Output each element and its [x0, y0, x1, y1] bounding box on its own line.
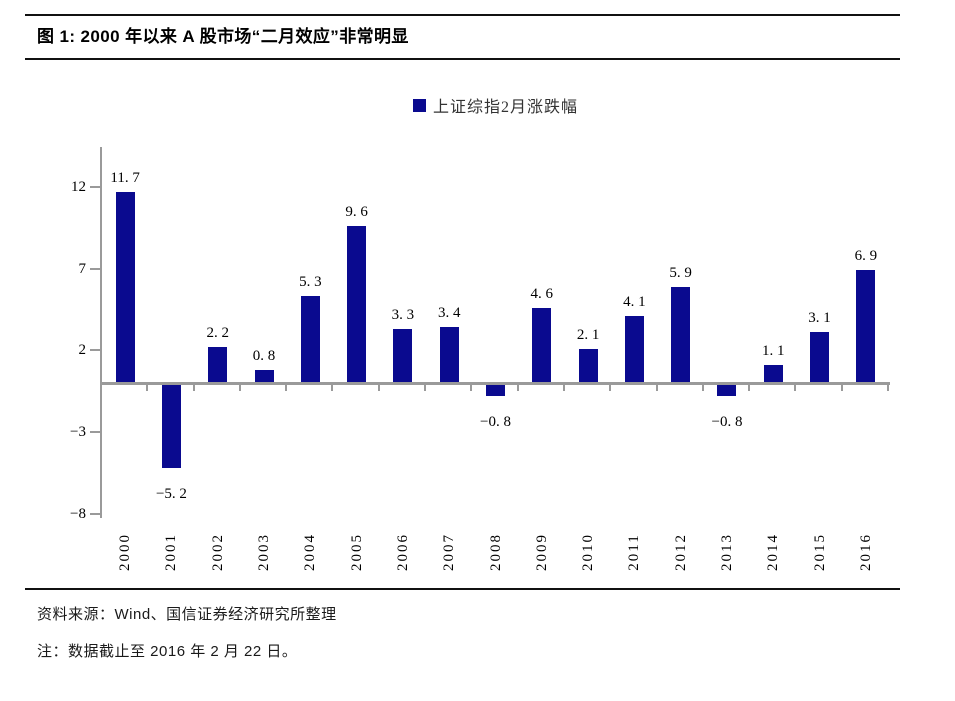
x-category-label: 2011 — [626, 533, 643, 571]
title-top-rule — [25, 14, 900, 16]
x-category-label: 2012 — [672, 533, 689, 571]
x-category-label: 2015 — [811, 533, 828, 571]
bar — [763, 365, 783, 383]
bar-value-label: 0. 8 — [252, 347, 276, 364]
data-cutoff-note: 注：数据截止至 2016 年 2 月 22 日。 — [37, 643, 298, 660]
x-tick — [146, 383, 149, 391]
bar-value-label: −0. 8 — [711, 414, 743, 431]
x-axis-zero-line — [100, 382, 890, 385]
y-tick-label: 12 — [71, 178, 86, 195]
bar-value-label: 2. 2 — [206, 325, 229, 342]
bar-value-label: 4. 1 — [623, 293, 646, 310]
bar — [624, 315, 644, 383]
bar — [532, 307, 552, 383]
x-tick — [470, 383, 473, 391]
x-tick — [701, 383, 704, 391]
bar — [439, 327, 459, 383]
x-category-label: 2006 — [394, 533, 411, 571]
bar — [671, 286, 691, 383]
figure-title: 图 1: 2000 年以来 A 股市场“二月效应”非常明显 — [37, 27, 409, 46]
y-tick — [90, 185, 101, 188]
bar-value-label: 6. 9 — [854, 248, 878, 265]
bar — [717, 383, 737, 397]
bar — [115, 191, 135, 383]
x-tick — [609, 383, 612, 391]
footer-top-rule — [25, 588, 900, 590]
y-tick-label: 2 — [78, 342, 87, 359]
bar-value-label: 5. 9 — [669, 264, 692, 281]
chart-legend: 上证综指2月涨跌幅 — [102, 96, 889, 116]
x-tick — [424, 383, 427, 391]
bar-value-label: 2. 1 — [576, 326, 600, 343]
bar — [810, 332, 830, 383]
x-category-label: 2016 — [857, 533, 874, 571]
x-tick — [562, 383, 565, 391]
x-category-label: 2007 — [441, 533, 458, 571]
bar — [578, 348, 598, 383]
bar — [161, 383, 181, 469]
bar — [393, 329, 413, 383]
bar-value-label: 3. 4 — [437, 305, 461, 322]
bar-value-label: −5. 2 — [155, 486, 187, 503]
x-tick — [100, 383, 102, 391]
y-tick — [90, 431, 101, 434]
x-category-label: 2013 — [718, 533, 735, 571]
x-category-label: 2001 — [163, 533, 180, 571]
bar-value-label: 3. 1 — [808, 310, 831, 327]
x-category-label: 2010 — [580, 533, 597, 571]
bar-value-label: 11. 7 — [110, 169, 140, 186]
x-tick — [192, 383, 195, 391]
bar — [486, 383, 505, 397]
x-tick — [794, 383, 797, 391]
bar-value-label: 3. 3 — [391, 307, 415, 324]
legend-swatch-icon — [412, 98, 426, 112]
x-tick — [887, 383, 889, 391]
y-tick — [90, 512, 101, 515]
y-tick-label: −3 — [70, 424, 86, 441]
x-category-label: 2014 — [765, 533, 782, 571]
source-note: 资料来源：Wind、国信证券经济研究所整理 — [37, 606, 337, 623]
bar — [254, 369, 274, 383]
bar — [856, 270, 876, 383]
x-category-label: 2002 — [209, 533, 226, 571]
x-category-label: 2004 — [302, 533, 319, 571]
y-tick — [90, 267, 101, 270]
bar-value-label: 1. 1 — [762, 343, 785, 359]
bar-value-label: 9. 6 — [345, 204, 368, 221]
bar — [347, 226, 367, 383]
x-tick — [840, 383, 843, 391]
bar-value-label: 5. 3 — [299, 274, 322, 291]
bar-value-label: −0. 8 — [480, 414, 511, 431]
bar-value-label: 4. 6 — [530, 285, 554, 302]
x-tick — [331, 383, 334, 391]
legend-label: 上证综指2月涨跌幅 — [432, 99, 578, 116]
y-tick — [90, 349, 101, 352]
x-tick — [655, 383, 658, 391]
bar — [208, 347, 228, 383]
x-tick — [238, 383, 241, 391]
x-tick — [377, 383, 380, 391]
x-category-label: 2005 — [348, 533, 365, 571]
y-tick-label: −8 — [70, 505, 86, 522]
x-category-label: 2008 — [487, 533, 504, 571]
y-axis-line — [100, 147, 102, 518]
x-tick — [285, 383, 288, 391]
x-tick — [516, 383, 519, 391]
x-category-label: 2003 — [256, 533, 273, 571]
title-bottom-rule — [25, 58, 900, 60]
x-category-label: 2000 — [117, 533, 134, 571]
x-tick — [748, 383, 751, 391]
bar — [300, 296, 320, 383]
x-category-label: 2009 — [533, 533, 550, 571]
y-tick-label: 7 — [78, 260, 87, 277]
